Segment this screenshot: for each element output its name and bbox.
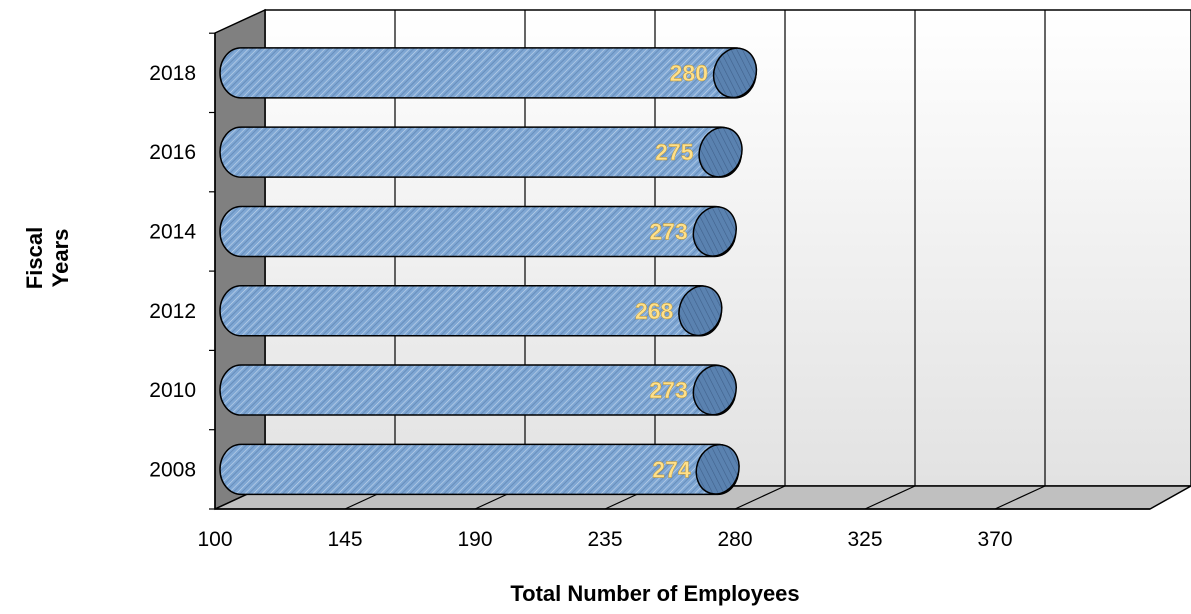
bar-2012 [219,285,723,337]
data-label: 273 [649,377,687,403]
x-tick-label: 190 [457,528,492,551]
bar-2014 [219,205,737,258]
x-tick-label: 280 [717,528,752,551]
y-tick-label: 2010 [149,379,196,402]
bar-2010 [219,364,737,416]
floor-gridline [734,485,786,510]
x-tick-label: 235 [587,528,622,551]
y-tick-label: 2012 [149,300,196,323]
data-label: 275 [655,139,694,165]
data-label: 280 [670,60,708,86]
bar-end-cap [695,443,740,495]
data-label: 273 [649,218,687,244]
data-label: 268 [635,298,674,324]
bar-end-cap [712,47,758,99]
x-axis-title: Total Number of Employees [510,581,799,606]
data-label: 274 [652,456,691,482]
bar-end-cap [678,285,723,337]
bars [219,47,758,496]
y-tick-label: 2018 [149,62,196,85]
y-tick-label: 2008 [149,458,196,481]
y-axis-title-line-2: Years [48,229,73,288]
x-tick-labels: 100 145 190 235 280 325 370 [197,528,1012,551]
x-tick-label: 100 [197,528,232,551]
y-axis [209,32,1150,510]
y-tick-labels: 2008 2010 2012 2014 2016 2018 [149,62,196,482]
bar-2018 [219,47,758,99]
x-tick-label: 370 [977,528,1012,551]
x-tick-label: 325 [847,528,882,551]
bar-2016 [219,126,743,178]
x-tick-label: 145 [327,528,362,551]
bar-end-cap [692,206,737,257]
y-axis-title-line-1: Fiscal [22,227,47,289]
floor-gridline [994,485,1046,510]
floor-gridline [864,485,916,510]
y-tick-label: 2014 [149,220,196,243]
bar-end-cap [698,126,743,178]
bar-end-cap [692,364,737,416]
y-tick-label: 2016 [149,141,196,164]
data-labels: 274 273 268 273 275 280 [635,60,708,483]
bar-2008 [219,443,740,496]
